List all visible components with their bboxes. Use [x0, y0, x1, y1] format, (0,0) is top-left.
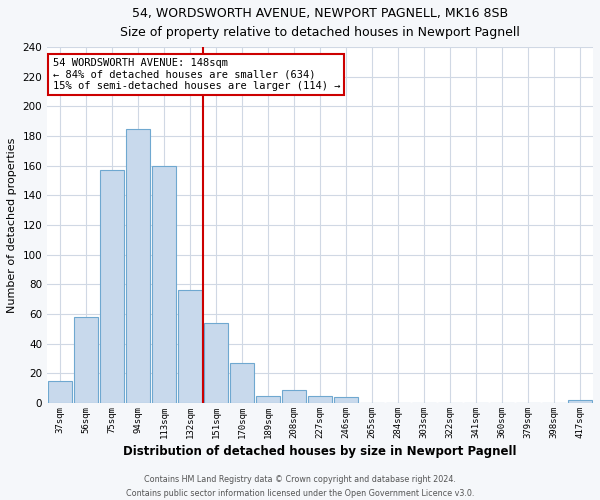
Bar: [152, 166, 176, 403]
Text: 54 WORDSWORTH AVENUE: 148sqm
← 84% of detached houses are smaller (634)
15% of s: 54 WORDSWORTH AVENUE: 148sqm ← 84% of de…: [53, 58, 340, 91]
Bar: [308, 396, 332, 403]
Y-axis label: Number of detached properties: Number of detached properties: [7, 138, 17, 313]
X-axis label: Distribution of detached houses by size in Newport Pagnell: Distribution of detached houses by size …: [124, 445, 517, 458]
Bar: [205, 323, 228, 403]
Bar: [100, 170, 124, 403]
Title: 54, WORDSWORTH AVENUE, NEWPORT PAGNELL, MK16 8SB
Size of property relative to de: 54, WORDSWORTH AVENUE, NEWPORT PAGNELL, …: [120, 7, 520, 39]
Bar: [230, 363, 254, 403]
Bar: [178, 290, 202, 403]
Bar: [74, 317, 98, 403]
Bar: [283, 390, 306, 403]
Text: Contains HM Land Registry data © Crown copyright and database right 2024.
Contai: Contains HM Land Registry data © Crown c…: [126, 476, 474, 498]
Bar: [49, 381, 72, 403]
Bar: [127, 128, 150, 403]
Bar: [256, 396, 280, 403]
Bar: [568, 400, 592, 403]
Bar: [334, 397, 358, 403]
